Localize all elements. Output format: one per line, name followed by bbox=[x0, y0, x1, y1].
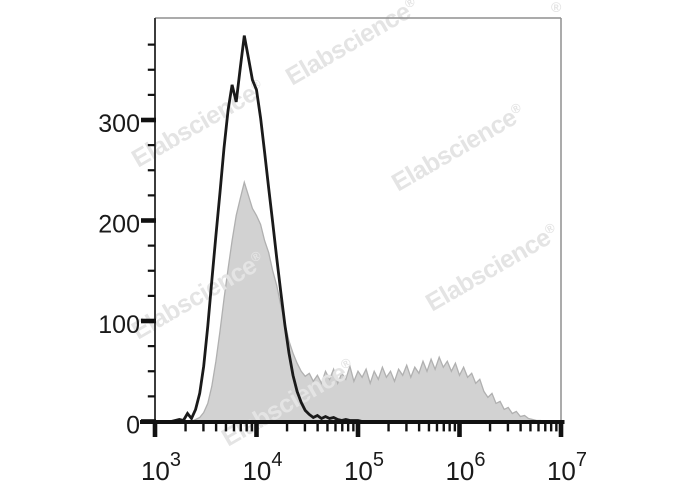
x-axis-minor-tick bbox=[417, 424, 421, 432]
x-tick-label: 104 bbox=[242, 449, 282, 486]
x-axis-minor-tick bbox=[435, 424, 439, 432]
y-axis-minor-tick bbox=[147, 269, 155, 272]
x-axis-minor-tick bbox=[334, 424, 337, 432]
x-axis-minor-tick bbox=[303, 424, 307, 432]
x-axis-minor-tick bbox=[405, 424, 408, 432]
x-axis-major-tick bbox=[254, 424, 259, 437]
x-axis-minor-tick bbox=[346, 424, 350, 432]
x-axis-minor-tick bbox=[488, 424, 492, 432]
y-axis-minor-tick bbox=[147, 68, 155, 71]
y-tick-label: 200 bbox=[98, 211, 140, 239]
x-axis-minor-tick bbox=[214, 424, 218, 432]
y-axis-major-tick bbox=[141, 117, 156, 123]
y-tick-label: 0 bbox=[126, 412, 140, 440]
x-tick-label: 107 bbox=[547, 449, 587, 486]
x-tick-label: 103 bbox=[141, 449, 181, 486]
x-axis-minor-tick bbox=[453, 424, 457, 432]
watermark-registered-partial: ® bbox=[551, 0, 562, 15]
x-axis-minor-tick bbox=[448, 424, 451, 432]
y-axis-minor-tick bbox=[147, 345, 155, 348]
y-axis-major-tick bbox=[141, 318, 156, 324]
x-axis-minor-tick bbox=[442, 424, 445, 432]
x-axis-minor-tick bbox=[519, 424, 522, 432]
x-axis-minor-tick bbox=[326, 424, 329, 432]
x-axis-minor-tick bbox=[352, 424, 355, 432]
watermark-text: Elabscience® bbox=[281, 0, 424, 91]
y-axis-minor-tick bbox=[147, 169, 155, 172]
x-axis-minor-tick bbox=[506, 424, 510, 432]
x-axis-minor-tick bbox=[529, 424, 532, 432]
y-axis-minor-tick bbox=[147, 244, 155, 247]
y-axis-major-tick bbox=[141, 218, 156, 223]
x-axis-major-tick bbox=[152, 424, 158, 437]
x-axis-minor-tick bbox=[285, 424, 289, 432]
y-axis-minor-tick bbox=[147, 43, 155, 46]
y-axis-minor-tick bbox=[147, 93, 155, 96]
watermark-text: Elabscience® bbox=[127, 74, 270, 173]
x-axis-major-tick bbox=[457, 424, 462, 437]
x-tick-label: 105 bbox=[344, 449, 384, 486]
x-tick-label: 106 bbox=[445, 449, 485, 486]
y-axis-minor-tick bbox=[147, 194, 155, 197]
y-axis-major-tick bbox=[141, 419, 156, 424]
y-axis-minor-tick bbox=[147, 294, 155, 297]
x-axis-minor-tick bbox=[250, 424, 254, 432]
y-axis-minor-tick bbox=[147, 395, 155, 398]
x-axis-minor-tick bbox=[232, 424, 236, 432]
x-axis-minor-tick bbox=[427, 424, 431, 432]
y-axis-minor-tick bbox=[147, 144, 155, 147]
watermark-text: Elabscience® bbox=[387, 98, 530, 197]
y-tick-label: 100 bbox=[98, 311, 140, 339]
stained-sample-histogram bbox=[155, 179, 561, 423]
x-axis-major-tick bbox=[558, 424, 564, 437]
y-axis-minor-tick bbox=[147, 370, 155, 373]
y-tick-label: 300 bbox=[98, 110, 140, 138]
x-axis-minor-tick bbox=[555, 424, 558, 432]
x-axis-minor-tick bbox=[202, 424, 205, 432]
x-axis-minor-tick bbox=[316, 424, 319, 432]
x-axis-minor-tick bbox=[387, 424, 390, 432]
x-axis-minor-tick bbox=[245, 424, 248, 432]
x-axis-minor-tick bbox=[184, 424, 187, 432]
x-axis-line bbox=[140, 420, 565, 424]
x-axis-minor-tick bbox=[537, 424, 540, 432]
x-axis-minor-tick bbox=[549, 424, 553, 432]
x-axis-minor-tick bbox=[341, 424, 344, 432]
x-axis-major-tick bbox=[355, 424, 361, 437]
x-axis-minor-tick bbox=[544, 424, 547, 432]
watermark-text: Elabscience® bbox=[421, 218, 564, 317]
x-axis-minor-tick bbox=[224, 424, 228, 432]
x-axis-minor-tick bbox=[239, 424, 242, 432]
